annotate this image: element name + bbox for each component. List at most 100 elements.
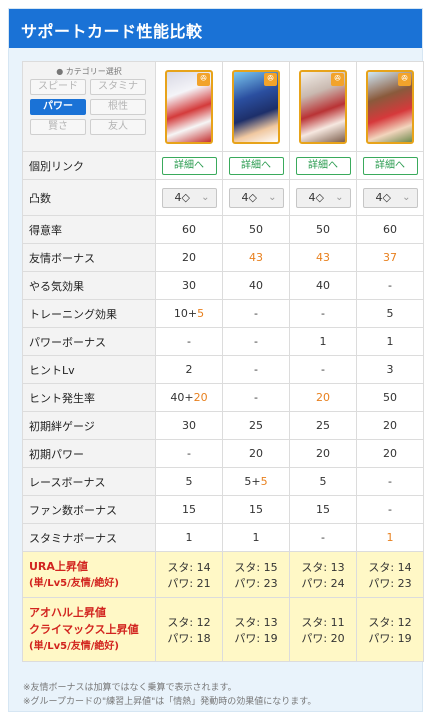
category-guts-button[interactable]: 根性 xyxy=(90,99,146,115)
value-cell: 60 xyxy=(155,215,223,244)
value-cell: 15 xyxy=(222,495,290,524)
card-cell-4: ꔮ xyxy=(356,61,424,152)
chevron-down-icon: ⌄ xyxy=(335,191,344,203)
panel-header: サポートカード性能比較 xyxy=(9,9,422,48)
value-cell: 3 xyxy=(356,355,424,384)
value-cell: 15 xyxy=(155,495,223,524)
value-cell: 40+20 xyxy=(155,383,223,412)
value-cell: 5 xyxy=(155,467,223,496)
category-selector: ● カテゴリー選択 スピード スタミナ パワー 根性 賢さ 友人 xyxy=(22,61,156,152)
value-cell: - xyxy=(356,271,424,300)
value-cell: 43 xyxy=(289,243,357,272)
comparison-panel: サポートカード性能比較 ● カテゴリー選択 スピード スタミナ パワー 根性 賢… xyxy=(8,8,424,712)
detail-button[interactable]: 詳細へ xyxy=(161,156,217,175)
value-cell: 50 xyxy=(356,383,424,412)
row-label: スタミナボーナス xyxy=(22,523,156,552)
row-label: 凸数 xyxy=(22,179,156,216)
stamina-row: スタミナボーナス 1 1 - 1 xyxy=(22,523,424,552)
value-cell: - xyxy=(289,355,357,384)
category-wisdom-button[interactable]: 賢さ xyxy=(30,119,86,135)
limitbreak-select[interactable]: 4◇ ⌄ xyxy=(295,187,351,208)
diamond-icon: ◇ xyxy=(382,190,391,204)
limitbreak-row: 凸数 4◇ ⌄ 4◇ ⌄ 4◇ ⌄ 4◇ ⌄ xyxy=(22,179,424,216)
limitbreak-select[interactable]: 4◇ ⌄ xyxy=(228,187,284,208)
value-cell: 20 xyxy=(222,439,290,468)
category-speed-button[interactable]: スピード xyxy=(30,79,86,95)
power-type-icon: ꔮ xyxy=(197,72,210,86)
detail-button[interactable]: 詳細へ xyxy=(228,156,284,175)
row-label: アオハル上昇値 クライマックス上昇値 (単/Lv5/友情/絶好) xyxy=(22,597,156,662)
ura-row: URA上昇値 (単/Lv5/友情/絶好) スタ: 14 パワ: 21 スタ: 15… xyxy=(22,551,424,598)
row-label: やる気効果 xyxy=(22,271,156,300)
value-cell: - xyxy=(222,299,290,328)
card-cell-3: ꔮ xyxy=(289,61,357,152)
limitbreak-select[interactable]: 4◇ ⌄ xyxy=(362,187,418,208)
hintlv-row: ヒントLv 2 - - 3 xyxy=(22,355,424,384)
power-type-icon: ꔮ xyxy=(264,72,277,86)
value-cell: - xyxy=(222,327,290,356)
value-cell: 43 xyxy=(222,243,290,272)
card-cell-1: ꔮ xyxy=(155,61,223,152)
support-card-image[interactable]: ꔮ xyxy=(232,69,280,144)
value-cell: 10+5 xyxy=(155,299,223,328)
row-label: ヒントLv xyxy=(22,355,156,384)
value-cell: スタ: 13 パワ: 24 xyxy=(289,551,357,598)
initpower-row: 初期パワー - 20 20 20 xyxy=(22,439,424,468)
row-label: レースボーナス xyxy=(22,467,156,496)
chevron-down-icon: ⌄ xyxy=(268,191,277,203)
motivation-row: やる気効果 30 40 40 - xyxy=(22,271,424,300)
diamond-icon: ◇ xyxy=(248,190,257,204)
specialty-row: 得意率 60 50 50 60 xyxy=(22,215,424,244)
diamond-icon: ◇ xyxy=(315,190,324,204)
value-cell: - xyxy=(155,327,223,356)
category-title: ● カテゴリー選択 xyxy=(56,67,122,76)
support-card-image[interactable]: ꔮ xyxy=(366,69,414,144)
value-cell: - xyxy=(222,355,290,384)
footnote: ※グループカードの"練習上昇値"は「情熱」発動時の効果値になります。 xyxy=(23,697,317,707)
link-row: 個別リンク 詳細へ 詳細へ 詳細へ 詳細へ xyxy=(22,151,424,180)
category-friend-button[interactable]: 友人 xyxy=(90,119,146,135)
row-label: 初期パワー xyxy=(22,439,156,468)
value-cell: 5 xyxy=(289,467,357,496)
fans-row: ファン数ボーナス 15 15 15 - xyxy=(22,495,424,524)
value-cell: - xyxy=(356,467,424,496)
value-cell: 2 xyxy=(155,355,223,384)
race-row: レースボーナス 5 5+5 5 - xyxy=(22,467,424,496)
page-title: サポートカード性能比較 xyxy=(21,22,203,41)
row-label: 個別リンク xyxy=(22,151,156,180)
row-label: 得意率 xyxy=(22,215,156,244)
support-card-image[interactable]: ꔮ xyxy=(165,69,213,144)
value-cell: 5 xyxy=(356,299,424,328)
footnote: ※友情ボーナスは加算ではなく乗算で表示されます。 xyxy=(23,683,237,693)
friendship-row: 友情ボーナス 20 43 43 37 xyxy=(22,243,424,272)
hintrate-row: ヒント発生率 40+20 - 20 50 xyxy=(22,383,424,412)
category-power-button[interactable]: パワー xyxy=(30,99,86,115)
detail-button[interactable]: 詳細へ xyxy=(295,156,351,175)
value-cell: 1 xyxy=(222,523,290,552)
value-cell: 50 xyxy=(222,215,290,244)
comparison-table: ● カテゴリー選択 スピード スタミナ パワー 根性 賢さ 友人 ꔮ ꔮ xyxy=(22,61,424,662)
value-cell: 1 xyxy=(356,327,424,356)
category-stamina-button[interactable]: スタミナ xyxy=(90,79,146,95)
value-cell: 60 xyxy=(356,215,424,244)
support-card-image[interactable]: ꔮ xyxy=(299,69,347,144)
value-cell: 1 xyxy=(356,523,424,552)
initbond-row: 初期絆ゲージ 30 25 25 20 xyxy=(22,411,424,440)
power-type-icon: ꔮ xyxy=(398,72,411,86)
value-cell: - xyxy=(356,495,424,524)
limitbreak-select[interactable]: 4◇ ⌄ xyxy=(161,187,217,208)
value-cell: 20 xyxy=(356,439,424,468)
card-cell-2: ꔮ xyxy=(222,61,290,152)
detail-button[interactable]: 詳細へ xyxy=(362,156,418,175)
value-cell: 20 xyxy=(356,411,424,440)
aoharu-row: アオハル上昇値 クライマックス上昇値 (単/Lv5/友情/絶好) スタ: 12 パ… xyxy=(22,597,424,662)
training-row: トレーニング効果 10+5 - - 5 xyxy=(22,299,424,328)
value-cell: - xyxy=(222,383,290,412)
value-cell: 1 xyxy=(155,523,223,552)
value-cell: 20 xyxy=(289,383,357,412)
diamond-icon: ◇ xyxy=(181,190,190,204)
value-cell: 20 xyxy=(155,243,223,272)
row-label: トレーニング効果 xyxy=(22,299,156,328)
value-cell: スタ: 14 パワ: 23 xyxy=(356,551,424,598)
powerbonus-row: パワーボーナス - - 1 1 xyxy=(22,327,424,356)
